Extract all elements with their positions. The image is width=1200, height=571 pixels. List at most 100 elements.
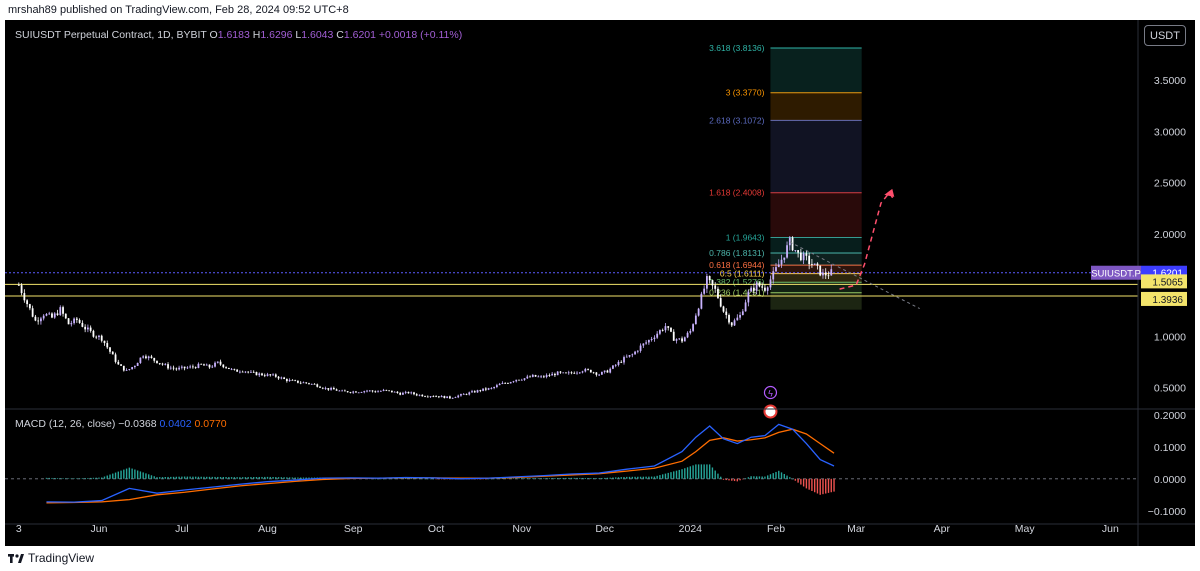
candle-body: [233, 368, 236, 370]
macd-line: [46, 423, 835, 503]
macd-histogram-bar: [648, 476, 650, 479]
candle-body: [360, 392, 363, 393]
candle-body: [167, 364, 169, 369]
macd-histogram-bar: [404, 478, 407, 479]
candle-body: [490, 388, 493, 389]
macd-histogram-bar: [703, 464, 705, 479]
candle-body: [59, 307, 62, 316]
time-tick-label: Apr: [934, 523, 951, 535]
candle-body: [62, 307, 64, 314]
candle-body: [678, 338, 681, 340]
candle-body: [783, 257, 786, 260]
macd-histogram-bar: [537, 478, 540, 479]
candle-body: [647, 340, 650, 343]
macd-histogram-bar: [283, 477, 285, 479]
symbol-tag-label: SUIUSDT.P: [1091, 269, 1141, 280]
macd-histogram-bar: [388, 478, 390, 480]
candle-body: [454, 397, 457, 399]
macd-histogram-bar: [778, 470, 780, 479]
macd-histogram-bar: [98, 477, 100, 479]
candle-body: [244, 371, 247, 373]
candle-body: [728, 315, 730, 323]
macd-histogram-bar: [545, 478, 548, 479]
macd-histogram-bar: [634, 476, 636, 479]
candle-body: [435, 396, 437, 398]
macd-histogram-bar: [432, 478, 435, 480]
candle-body: [379, 390, 382, 392]
candle-body: [620, 361, 623, 363]
candle-body: [269, 374, 272, 376]
candle-body: [650, 339, 653, 341]
candle-body: [598, 374, 601, 376]
candle-body: [587, 369, 589, 370]
candle-body: [589, 369, 592, 373]
macd-histogram-bar: [789, 477, 791, 479]
candle-body: [241, 371, 244, 373]
candle-body: [509, 382, 512, 384]
currency-button[interactable]: USDT: [1144, 25, 1186, 46]
macd-histogram-bar: [667, 472, 669, 479]
macd-histogram-bar: [421, 478, 423, 480]
candle-body: [20, 285, 23, 294]
candle-body: [421, 394, 424, 397]
legend-low-label: L: [295, 29, 302, 41]
legend-open-value: 1.6183: [217, 29, 250, 41]
candle-body: [230, 368, 233, 370]
candle-body: [639, 345, 642, 351]
candle-body: [432, 396, 435, 398]
candle-body: [377, 391, 379, 393]
candle-body: [308, 383, 310, 384]
macd-signal-value: 0.0402: [159, 418, 192, 430]
macd-histogram-bar: [385, 478, 388, 480]
macd-histogram-bar: [299, 477, 302, 479]
candle-body: [385, 389, 388, 391]
macd-histogram-bar: [562, 477, 564, 479]
candle-body: [258, 373, 261, 376]
candle-body: [192, 366, 194, 368]
candle-body: [672, 331, 675, 341]
macd-histogram-bar: [172, 476, 175, 479]
candle-body: [133, 365, 136, 368]
macd-histogram-bar: [548, 478, 551, 479]
candle-body: [288, 379, 291, 382]
candle-body: [175, 368, 178, 370]
macd-histogram-bar: [134, 469, 136, 479]
macd-histogram-bar: [615, 477, 617, 479]
candle-body: [197, 363, 200, 368]
tradingview-brand[interactable]: TradingView: [8, 551, 94, 565]
macd-histogram-bar: [653, 476, 656, 479]
candle-body: [717, 288, 719, 299]
macd-histogram-bar: [609, 477, 611, 479]
candle-body: [194, 367, 197, 369]
candle-body: [341, 390, 344, 392]
macd-histogram-bar: [200, 476, 202, 479]
candle-body: [681, 338, 683, 342]
macd-histogram-bar: [758, 476, 761, 479]
candle-body: [675, 339, 678, 341]
candle-body: [694, 315, 697, 325]
candle-body: [670, 327, 672, 332]
macd-histogram-bar: [297, 477, 299, 479]
macd-histogram-bar: [540, 478, 542, 479]
macd-histogram-bar: [250, 477, 252, 479]
macd-histogram-bar: [678, 469, 680, 479]
symbol-legend[interactable]: SUIUSDT Perpetual Contract, 1D, BYBIT O1…: [15, 29, 462, 41]
candle-body: [581, 371, 584, 373]
candle-body: [114, 354, 117, 362]
candle-body: [733, 320, 736, 326]
candle-body: [830, 269, 833, 276]
candle-body: [73, 318, 75, 324]
candle-body: [70, 323, 73, 325]
macd-histogram-bar: [576, 477, 578, 479]
chart-frame[interactable]: 0.236 (1.4251) 0.382 (1.5276) 0.5 (1.6111)…: [5, 20, 1195, 546]
candle-body: [139, 357, 142, 363]
chart-canvas[interactable]: 0.236 (1.4251)0.382 (1.5276)0.5 (1.6111)…: [5, 20, 1195, 546]
candle-body: [120, 364, 122, 366]
macd-legend[interactable]: MACD (12, 26, close) −0.0368 0.0402 0.07…: [15, 418, 227, 430]
legend-open-label: O: [209, 29, 218, 41]
macd-histogram-bar: [117, 471, 119, 479]
macd-histogram-bar: [686, 467, 689, 479]
candle-body: [263, 375, 266, 377]
candle-body: [443, 395, 446, 399]
